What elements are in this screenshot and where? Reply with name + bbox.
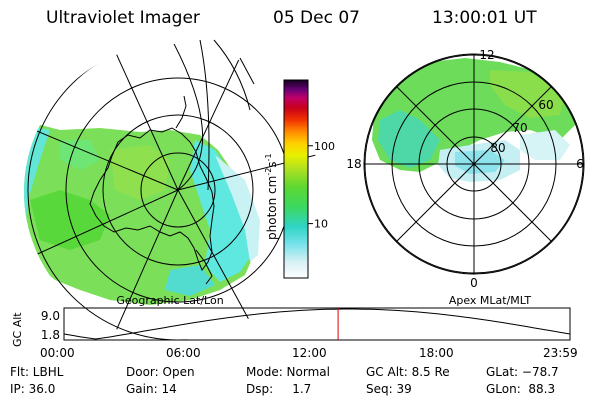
altitude-ytick-top: 9.0: [41, 309, 60, 323]
mlt-label-0: 0: [470, 276, 478, 290]
info-glon: GLon: 88.3: [486, 382, 555, 396]
apex-polar-plot: 12 0 18 6 60 70 80 Apex MLat/MLT: [346, 48, 585, 307]
altitude-ylabel: GC Alt: [11, 312, 24, 347]
colorbar-tick-label: 100: [314, 140, 335, 153]
geographic-longitude-grid: [24, 44, 320, 340]
info-mode: Mode: Normal: [246, 365, 330, 379]
continent-outline: [89, 127, 215, 272]
altitude-xtick-4: 23:59: [543, 346, 578, 360]
mlt-label-12: 12: [479, 48, 494, 62]
colorbar-label: photon cm-2s-1: [264, 153, 279, 240]
geographic-map: Geographic Lat/Lon: [24, 39, 320, 340]
altitude-xtick-1: 06:00: [166, 346, 201, 360]
colorbar-tick-label: 10: [314, 218, 328, 231]
info-panel: Flt: LBHL IP: 36.0 Door: Open Gain: 14 M…: [10, 365, 559, 396]
time-label: 13:00:01 UT: [432, 8, 537, 28]
info-dsp: Dsp: 1.7: [246, 382, 311, 396]
altitude-xtick-3: 18:00: [419, 346, 454, 360]
altitude-plot-frame: [63, 307, 571, 341]
info-filter: Flt: LBHL: [10, 365, 64, 379]
colorbar-gradient: [283, 79, 309, 279]
mlat-label-70: 70: [512, 121, 527, 135]
info-seq: Seq: 39: [366, 382, 412, 396]
mlat-label-60: 60: [538, 98, 553, 112]
colorbar: 100 10 photon cm-2s-1: [264, 79, 335, 279]
info-door: Door: Open: [126, 365, 195, 379]
mlat-label-80: 80: [490, 141, 505, 155]
info-gain: Gain: 14: [126, 382, 177, 396]
mlt-label-18: 18: [346, 157, 361, 171]
info-gc-alt: GC Alt: 8.5 Re: [366, 365, 450, 379]
altitude-plot: GC Alt 9.0 1.8 00:00 06:00 12:00 18:00 2…: [11, 307, 578, 360]
date-label: 05 Dec 07: [273, 8, 360, 28]
altitude-curve: [63, 308, 571, 340]
mlt-label-6: 6: [576, 157, 584, 171]
altitude-xtick-2: 12:00: [292, 346, 327, 360]
altitude-ytick-bottom: 1.8: [41, 328, 60, 342]
info-ip: IP: 36.0: [10, 382, 55, 396]
instrument-title: Ultraviolet Imager: [46, 8, 200, 28]
altitude-xtick-0: 00:00: [40, 346, 75, 360]
geographic-caption: Geographic Lat/Lon: [116, 294, 223, 307]
apex-caption: Apex MLat/MLT: [449, 294, 532, 307]
info-glat: GLat: −78.7: [486, 365, 559, 379]
